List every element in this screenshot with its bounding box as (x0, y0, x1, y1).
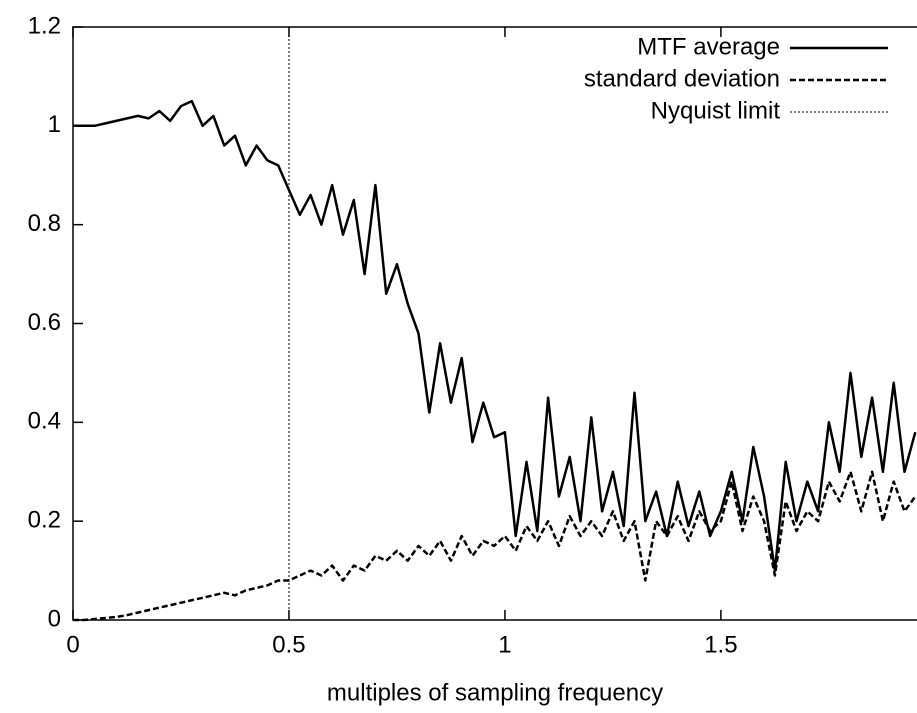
y-tick-label: 0.8 (28, 210, 61, 237)
x-tick-label: 0 (66, 631, 79, 658)
y-tick-label: 0.4 (28, 408, 61, 435)
legend-label: standard deviation (584, 65, 780, 92)
y-tick-label: 1.2 (28, 12, 61, 39)
series-line (73, 470, 917, 622)
series-line (73, 99, 917, 572)
x-tick-label: 1 (498, 631, 511, 658)
y-tick-label: 0 (48, 605, 61, 632)
legend-label: Nyquist limit (651, 97, 781, 124)
x-axis-label: multiples of sampling frequency (327, 679, 663, 706)
y-tick-label: 0.2 (28, 507, 61, 534)
x-tick-label: 0.5 (272, 631, 305, 658)
y-tick-label: 1 (48, 111, 61, 138)
y-tick-label: 0.6 (28, 309, 61, 336)
legend-label: MTF average (637, 33, 780, 60)
x-tick-label: 1.5 (704, 631, 737, 658)
